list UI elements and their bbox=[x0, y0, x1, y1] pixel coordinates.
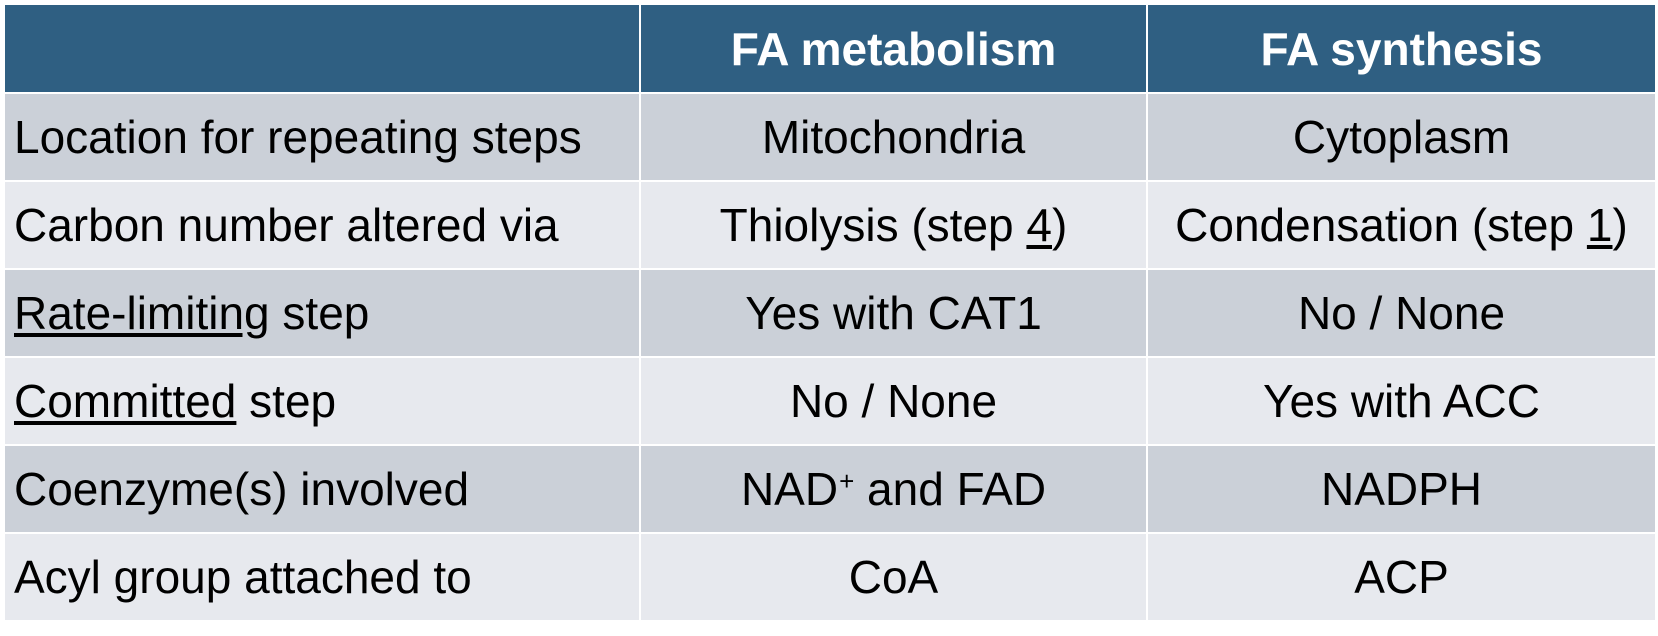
text: NAD bbox=[740, 463, 839, 515]
row-label-acyl-group: Acyl group attached to bbox=[3, 532, 641, 622]
cell-metabolism-acyl-group: CoA bbox=[639, 532, 1148, 622]
text: Cytoplasm bbox=[1292, 111, 1511, 163]
cell-synthesis-rate-limiting: No / None bbox=[1146, 268, 1657, 358]
cell-synthesis-carbon-number: Condensation (step 1) bbox=[1146, 180, 1657, 270]
text: ) bbox=[1052, 199, 1068, 251]
text: ACP bbox=[1354, 551, 1449, 603]
cell-metabolism-carbon-number: Thiolysis (step 4) bbox=[639, 180, 1148, 270]
text: Mitochondria bbox=[761, 111, 1026, 163]
table-row: Coenzyme(s) involved NAD+ and FAD NADPH bbox=[3, 444, 1657, 534]
text: No / None bbox=[789, 375, 998, 427]
table-row: Acyl group attached to CoA ACP bbox=[3, 532, 1657, 622]
header-row: FA metabolism FA synthesis bbox=[3, 3, 1657, 94]
cell-synthesis-coenzymes: NADPH bbox=[1146, 444, 1657, 534]
underlined-text: Rate-limiting bbox=[14, 287, 270, 339]
text: Coenzyme(s) involved bbox=[14, 463, 470, 515]
text: Yes with CAT1 bbox=[745, 287, 1042, 339]
table-row: Committed step No / None Yes with ACC bbox=[3, 356, 1657, 446]
text: No / None bbox=[1297, 287, 1506, 339]
fa-comparison-table: FA metabolism FA synthesis Location for … bbox=[3, 3, 1657, 622]
text: Yes with ACC bbox=[1263, 375, 1540, 427]
underlined-step-number: 4 bbox=[1026, 199, 1052, 251]
text: ) bbox=[1612, 199, 1628, 251]
text: Location for repeating steps bbox=[14, 111, 582, 163]
row-label-committed: Committed step bbox=[3, 356, 641, 446]
text: Carbon number altered via bbox=[14, 199, 559, 251]
text: NADPH bbox=[1320, 463, 1483, 515]
row-label-location: Location for repeating steps bbox=[3, 92, 641, 182]
text: step bbox=[236, 375, 337, 427]
cell-metabolism-location: Mitochondria bbox=[639, 92, 1148, 182]
text: and FAD bbox=[854, 463, 1047, 515]
header-cell-fa-synthesis: FA synthesis bbox=[1146, 3, 1657, 94]
row-label-carbon-number: Carbon number altered via bbox=[3, 180, 641, 270]
superscript-plus: + bbox=[839, 466, 855, 496]
table-row: Rate-limiting step Yes with CAT1 No / No… bbox=[3, 268, 1657, 358]
cell-synthesis-acyl-group: ACP bbox=[1146, 532, 1657, 622]
row-label-rate-limiting: Rate-limiting step bbox=[3, 268, 641, 358]
header-cell-fa-metabolism: FA metabolism bbox=[639, 3, 1148, 94]
text: CoA bbox=[848, 551, 939, 603]
underlined-step-number: 1 bbox=[1586, 199, 1613, 251]
cell-metabolism-rate-limiting: Yes with CAT1 bbox=[639, 268, 1148, 358]
cell-metabolism-committed: No / None bbox=[639, 356, 1148, 446]
cell-metabolism-coenzymes: NAD+ and FAD bbox=[639, 444, 1148, 534]
row-label-coenzymes: Coenzyme(s) involved bbox=[3, 444, 641, 534]
underlined-text: Committed bbox=[14, 375, 237, 427]
table-row: Carbon number altered via Thiolysis (ste… bbox=[3, 180, 1657, 270]
cell-synthesis-location: Cytoplasm bbox=[1146, 92, 1657, 182]
text: Acyl group attached to bbox=[14, 551, 472, 603]
header-cell-blank bbox=[3, 3, 641, 94]
text: Condensation (step bbox=[1175, 199, 1587, 251]
table-row: Location for repeating steps Mitochondri… bbox=[3, 92, 1657, 182]
comparison-table-container: FA metabolism FA synthesis Location for … bbox=[3, 3, 1657, 622]
cell-synthesis-committed: Yes with ACC bbox=[1146, 356, 1657, 446]
text: step bbox=[269, 287, 370, 339]
text: Thiolysis (step bbox=[719, 199, 1027, 251]
